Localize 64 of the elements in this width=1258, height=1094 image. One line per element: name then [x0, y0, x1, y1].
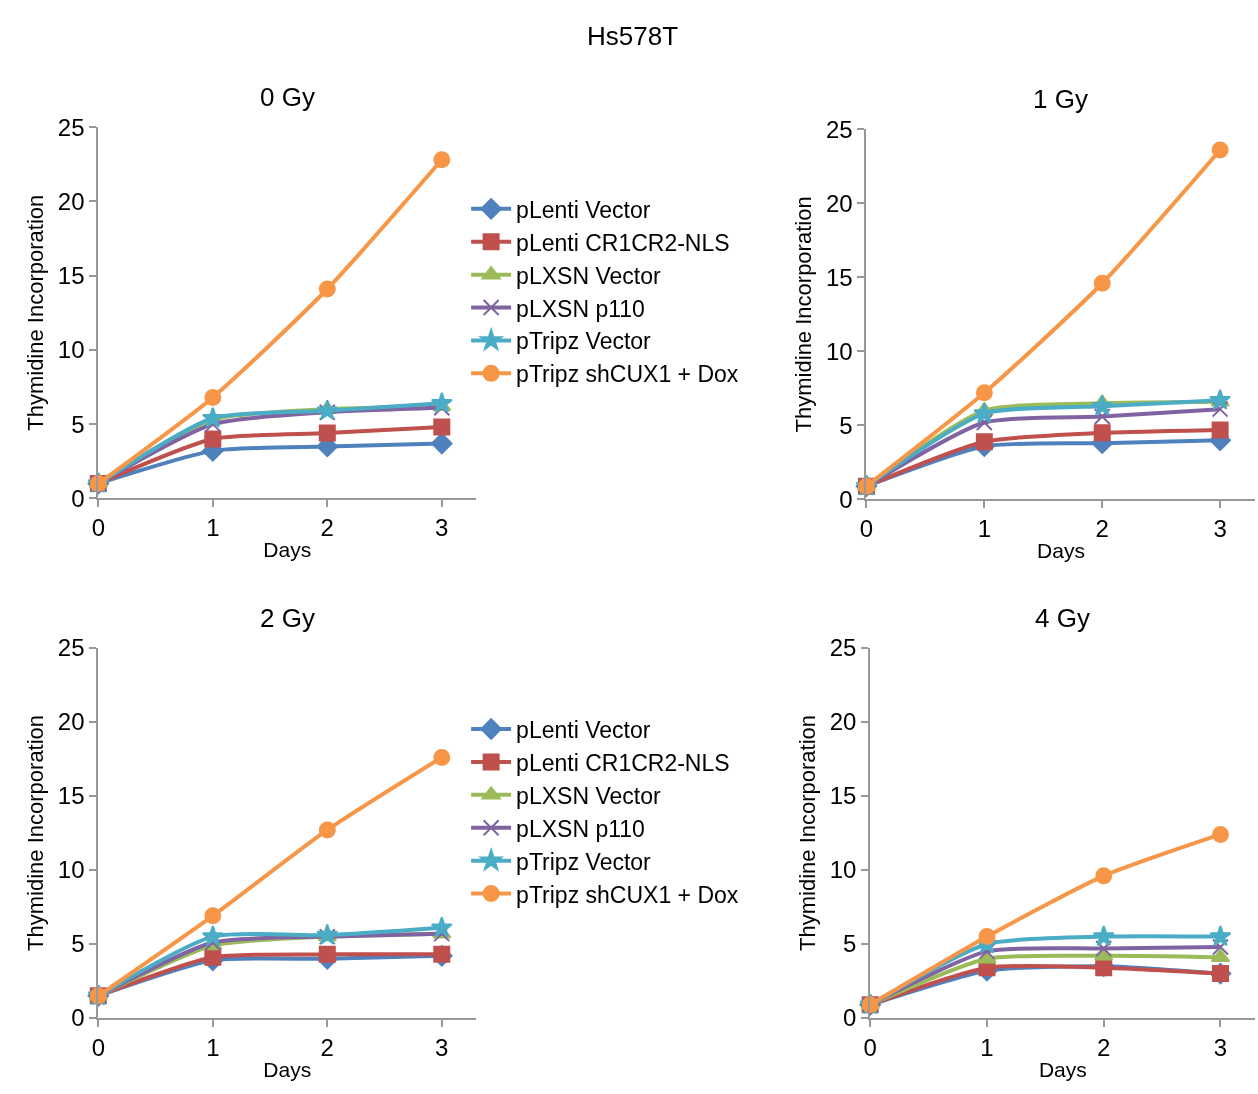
y-tick-label: 15 [57, 782, 85, 810]
y-tick-label: 25 [825, 115, 853, 143]
y-tick-label: 25 [57, 634, 85, 662]
x-tick-label: 2 [320, 1033, 334, 1061]
x-tick-label: 1 [206, 1033, 220, 1061]
legend-label: pTripz Vector [516, 848, 652, 875]
x-tick-label: 0 [91, 1033, 105, 1061]
y-axis-title: Thymidine Incorporation [794, 714, 820, 951]
x-tick-label: 2 [320, 514, 334, 542]
text: Hs578T [587, 21, 679, 51]
y-tick-label: 0 [839, 485, 853, 513]
x-tick-label: 0 [863, 1033, 877, 1061]
y-tick-label: 5 [843, 930, 857, 958]
x-tick-label: 3 [1213, 1033, 1228, 1061]
legend-label: pLenti Vector [516, 196, 651, 223]
x-axis-title: Days [1037, 538, 1085, 562]
y-tick-label: 20 [57, 187, 85, 215]
y-tick-label: 20 [57, 708, 85, 736]
y-tick-label: 5 [71, 930, 85, 958]
y-tick-label: 0 [71, 484, 85, 512]
y-tick-label: 15 [825, 263, 853, 291]
legend-label: pLXSN Vector [516, 782, 661, 809]
y-tick-label: 10 [829, 856, 857, 884]
chart-title: 4 Gy [1035, 603, 1090, 633]
legend-label: pLXSN Vector [516, 262, 661, 289]
y-tick-label: 25 [57, 113, 85, 141]
x-axis-title: Days [1038, 1057, 1087, 1081]
legend-label: pLenti CR1CR2-NLS [516, 229, 730, 256]
y-tick-label: 15 [829, 782, 857, 810]
legend-label: pLXSN p110 [516, 815, 645, 842]
y-axis-title: Thymidine Incorporation [791, 196, 817, 433]
legend-label: pLenti CR1CR2-NLS [516, 749, 730, 776]
legend-label: pLenti Vector [516, 717, 651, 743]
y-tick-label: 20 [829, 708, 857, 736]
x-tick-label: 1 [206, 514, 220, 542]
legend-label: pTripz Vector [516, 328, 652, 355]
x-axis-title: Days [263, 537, 312, 561]
y-tick-label: 10 [825, 337, 853, 365]
x-tick-label: 2 [1095, 515, 1109, 543]
chart-title: 0 Gy [260, 82, 315, 112]
x-tick-label: 0 [91, 514, 105, 542]
y-tick-label: 10 [57, 336, 85, 364]
y-tick-label: 0 [71, 1004, 85, 1032]
x-axis-title: Days [263, 1057, 312, 1081]
y-axis-title: Thymidine Incorporation [23, 194, 49, 431]
x-tick-label: 1 [980, 1033, 994, 1061]
x-tick-label: 3 [435, 514, 449, 542]
x-tick-label: 3 [1213, 515, 1227, 543]
x-tick-label: 1 [977, 515, 992, 543]
y-tick-label: 10 [57, 856, 85, 884]
y-tick-label: 25 [829, 634, 857, 662]
y-tick-label: 15 [57, 262, 85, 290]
y-tick-label: 20 [825, 189, 853, 217]
y-tick-label: 0 [843, 1004, 857, 1032]
y-tick-label: 5 [71, 410, 85, 438]
x-tick-label: 2 [1097, 1033, 1111, 1061]
x-tick-label: 3 [435, 1033, 449, 1061]
legend-label: pLXSN p110 [516, 295, 645, 322]
legend-label: pTripz shCUX1 + Dox [516, 361, 739, 388]
legend-label: pTripz shCUX1 + Dox [516, 881, 739, 908]
y-tick-label: 5 [839, 411, 853, 439]
y-axis-title: Thymidine Incorporation [23, 714, 49, 951]
chart-title: 2 Gy [260, 603, 315, 633]
chart-title: 1 Gy [1033, 84, 1088, 114]
